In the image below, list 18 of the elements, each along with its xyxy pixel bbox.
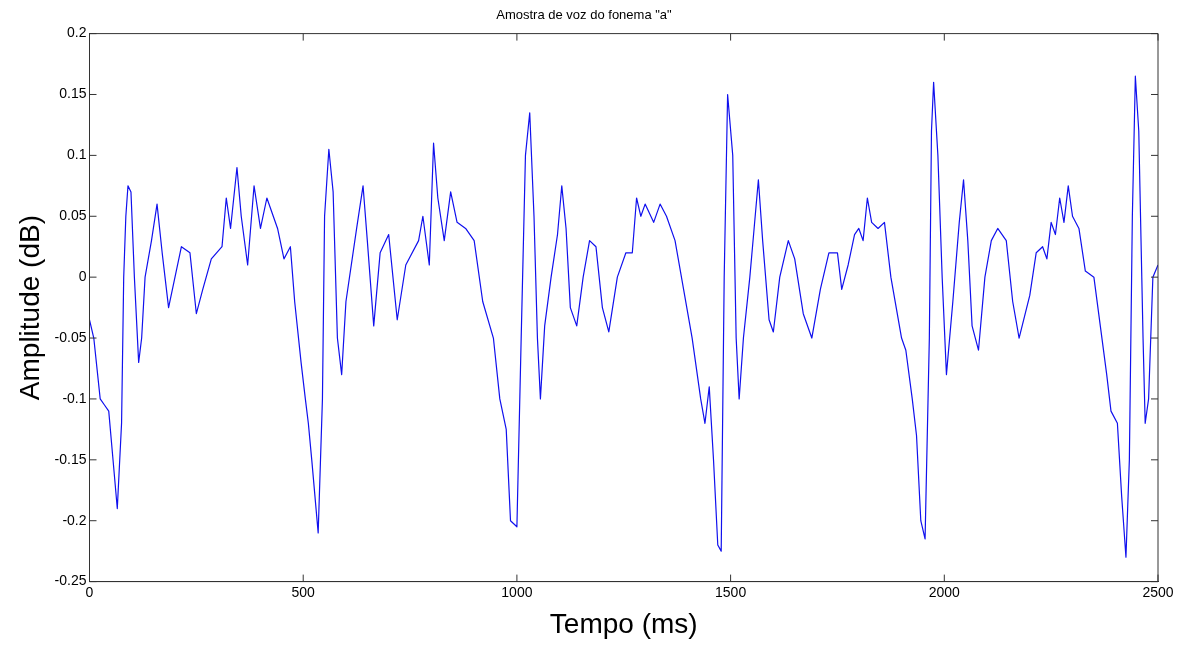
y-tick-label: 0 <box>78 268 87 285</box>
chart-title: Amostra de voz do fonema "a" <box>496 7 673 23</box>
y-tick-label: -0.15 <box>54 450 87 467</box>
x-axis-title: Tempo (ms) <box>549 607 698 639</box>
x-tick-label: 1500 <box>715 583 747 600</box>
y-tick-label: -0.05 <box>54 328 87 345</box>
y-tick-label: 0.1 <box>67 146 87 163</box>
y-tick-label: -0.25 <box>54 572 87 589</box>
y-tick-label: 0.15 <box>59 85 87 102</box>
x-tick-label: 2000 <box>928 583 961 600</box>
y-tick-label: 0.2 <box>67 24 87 41</box>
x-tick-label: 1000 <box>501 583 533 600</box>
y-tick-label: 0.05 <box>59 207 87 224</box>
y-tick-label: -0.1 <box>62 389 87 406</box>
x-tick-label: 2500 <box>1142 583 1174 600</box>
y-tick-label: -0.2 <box>62 511 87 528</box>
x-tick-label: 500 <box>291 583 316 600</box>
y-axis-title: Amplitude (dB) <box>13 215 45 401</box>
